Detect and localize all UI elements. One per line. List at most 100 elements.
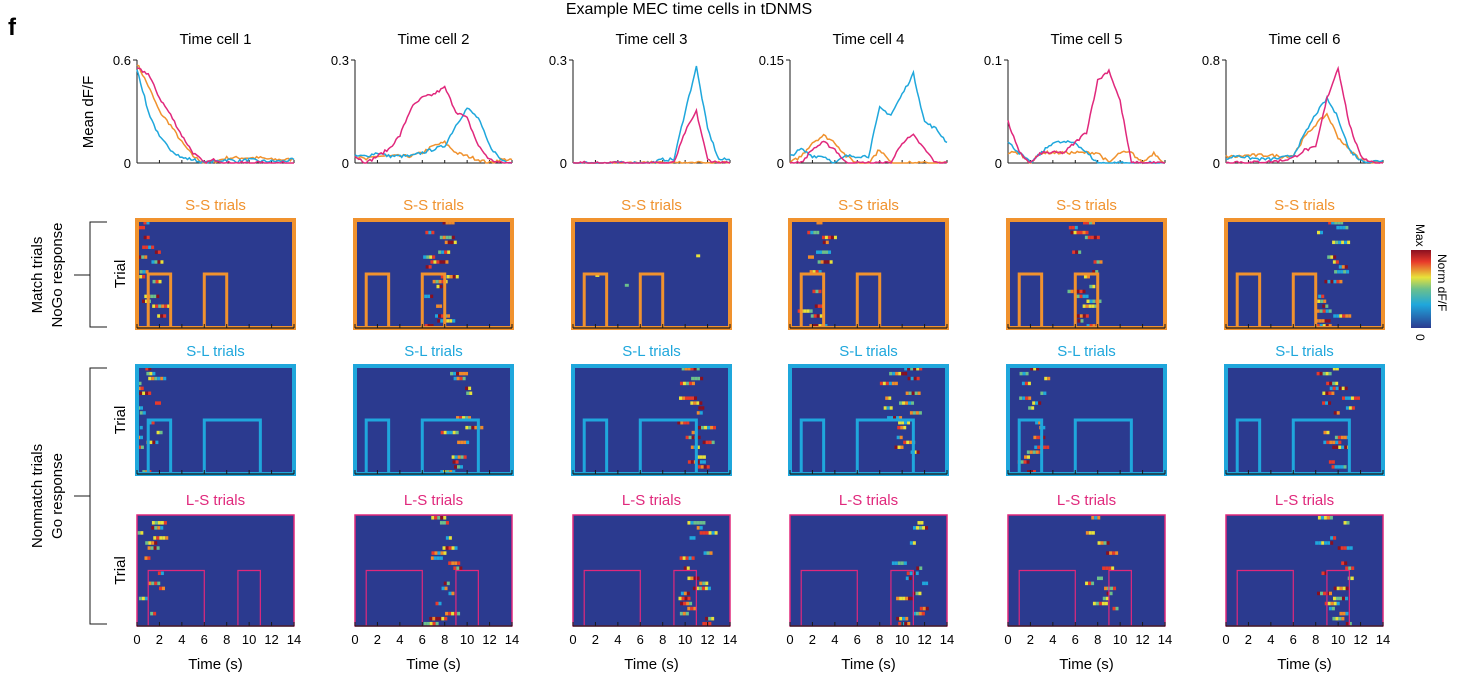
heatmap-event — [906, 571, 910, 576]
heatmap-event — [1109, 591, 1113, 596]
heatmap-event — [685, 611, 689, 616]
heatmap-event — [142, 391, 146, 395]
heatmap-event — [1113, 586, 1117, 591]
heatmap-event — [896, 416, 900, 420]
heatmap-event — [445, 536, 449, 540]
heatmap-event — [1105, 596, 1109, 601]
heatmap-event — [1327, 279, 1331, 284]
stimulus-window — [799, 418, 826, 474]
heatmap-event — [1076, 230, 1080, 235]
y-tick-label: 0.1 — [984, 53, 1002, 68]
heatmap-event — [688, 556, 692, 560]
heatmap-event — [902, 616, 906, 621]
heatmap-event — [1102, 596, 1106, 601]
heatmap-event — [1340, 270, 1344, 274]
heatmap-event — [1038, 401, 1042, 405]
x-tick-label: 4 — [396, 632, 403, 647]
heatmap-ls-cell-5: L-S trials 0 2 4 6 8 10 12 14 Time (s) — [1004, 492, 1172, 673]
stimulus-window — [1108, 569, 1132, 626]
heatmap-event — [915, 411, 919, 415]
heatmap-event — [1338, 616, 1342, 621]
heatmap-event — [1325, 391, 1329, 395]
heatmap-event — [916, 566, 920, 570]
stimulus-window — [1236, 569, 1294, 626]
heatmap-event — [449, 430, 453, 435]
heatmap-event — [1341, 386, 1345, 391]
heatmap-event — [908, 391, 912, 395]
heatmap-event — [1340, 435, 1344, 440]
heatmap-ss-cell-4: S-S trials — [788, 197, 949, 330]
heatmap-event — [1336, 314, 1340, 318]
heatmap-event — [1327, 541, 1331, 545]
heatmap-event — [468, 416, 472, 420]
heatmap-event — [824, 235, 828, 240]
heatmap-event — [883, 406, 887, 410]
heatmap-event — [812, 270, 816, 274]
heatmap-event — [687, 576, 691, 581]
x-tick-label: 0 — [1222, 632, 1229, 647]
heatmap-event — [147, 556, 151, 560]
heatmap-event — [157, 260, 161, 264]
heatmap-event — [140, 435, 143, 440]
heatmap-event — [812, 324, 816, 328]
heatmap-event — [139, 391, 143, 395]
heatmap-event — [430, 556, 434, 560]
heatmap-event — [453, 376, 457, 381]
heatmap-event — [154, 376, 158, 381]
heatmap-event — [441, 314, 445, 318]
heatmap-event — [695, 586, 699, 591]
heatmap-event — [909, 571, 913, 576]
heatmap-event — [905, 391, 909, 395]
heatmap-event — [817, 260, 821, 264]
heatmap-event — [1351, 406, 1355, 410]
heatmap-event — [1076, 314, 1080, 318]
heatmap-event — [898, 621, 902, 626]
heatmap-sl-cell-6: S-L trials — [1224, 343, 1385, 476]
stimulus-window — [1326, 569, 1350, 626]
heatmap-event — [425, 265, 429, 269]
heatmap-event — [453, 371, 457, 376]
heatmap-event — [436, 284, 440, 289]
heatmap-event — [1026, 470, 1030, 474]
heatmap-event — [154, 521, 158, 525]
heatmap-event — [902, 596, 906, 601]
stimulus-window — [583, 569, 641, 626]
heatmap-event — [1106, 591, 1110, 596]
heatmap-event — [1332, 616, 1336, 621]
heatmap-event — [1338, 240, 1342, 245]
heatmap-event — [155, 304, 159, 308]
heatmap-event — [1032, 401, 1036, 405]
heatmap-event — [905, 401, 909, 405]
heatmap-event — [909, 541, 913, 545]
heatmap-event — [137, 445, 141, 449]
heatmap-event — [164, 304, 168, 308]
heatmap-event — [438, 279, 442, 284]
heatmap-event — [156, 430, 160, 435]
heatmap-event — [1328, 460, 1332, 464]
heatmap-sl-cell-5: S-L trials — [1006, 343, 1167, 476]
heatmap-event — [456, 465, 460, 469]
heatmap-event — [444, 240, 448, 245]
heatmap-event — [434, 551, 438, 555]
heatmap-event — [439, 235, 443, 240]
x-tick-label: 6 — [1072, 632, 1079, 647]
stimulus-window — [202, 418, 262, 474]
stimulus-window — [364, 418, 391, 474]
heatmap-event — [442, 235, 446, 240]
heatmap-event — [1341, 616, 1345, 621]
heatmap-event — [1315, 541, 1319, 545]
heatmap-event — [153, 536, 157, 540]
heatmap-event — [894, 561, 898, 565]
heatmap-event — [826, 260, 830, 264]
heatmap-event — [448, 235, 452, 240]
heatmap-event — [1029, 470, 1033, 474]
heatmap-event — [922, 581, 926, 586]
heatmap-event — [1083, 275, 1087, 279]
heatmap-event — [145, 367, 149, 371]
heatmap-event — [1075, 250, 1079, 254]
heatmap-event — [438, 616, 442, 621]
heatmap-event — [1099, 260, 1103, 264]
heatmap-title: S-S trials — [403, 197, 464, 214]
heatmap-event — [694, 376, 698, 381]
series-line-s-l — [573, 65, 731, 165]
